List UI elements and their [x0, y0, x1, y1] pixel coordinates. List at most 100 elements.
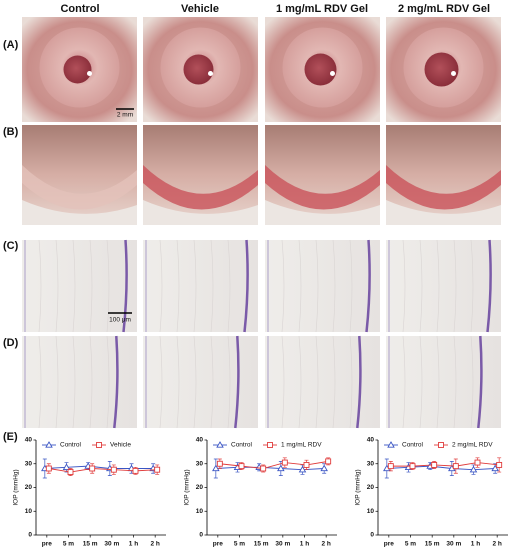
epithelium [113, 335, 119, 429]
marker [281, 459, 288, 466]
y-axis-label: IOP (mmHg) [13, 469, 20, 505]
x-tick-label: 2 h [321, 541, 330, 548]
panel-label: (C) [3, 240, 19, 252]
histology [386, 336, 501, 428]
lid-band [386, 165, 501, 210]
histology [143, 336, 258, 428]
fiber [210, 335, 214, 429]
marker [132, 467, 139, 474]
y-tick-label: 20 [367, 484, 375, 491]
marker [298, 465, 307, 473]
legend-label: 2 mg/mL RDV [452, 442, 493, 449]
y-tick-label: 40 [367, 437, 375, 444]
fiber [176, 335, 180, 429]
y-axis-label: IOP (mmHg) [355, 469, 362, 505]
marker [325, 458, 332, 465]
x-tick-label: 15 m [254, 541, 269, 548]
column-header: Vehicle [181, 3, 219, 15]
marker [277, 464, 285, 472]
fiber [72, 335, 76, 429]
fiber [89, 335, 93, 429]
marker [212, 464, 220, 472]
axes [35, 440, 166, 536]
fiber [315, 335, 319, 429]
y-tick-label: 0 [370, 532, 374, 539]
fiber [332, 239, 336, 333]
marker [320, 464, 328, 472]
axes [377, 440, 508, 536]
fiber [55, 335, 59, 429]
chart: Control 1 mg/mL RDV pre 5 m 15 m 30 m 1 h 2 h 0 1… [184, 437, 337, 548]
column-header: Control [60, 3, 99, 15]
marker [496, 461, 503, 468]
marker [303, 461, 310, 468]
fiber [453, 335, 457, 429]
histology [143, 240, 258, 332]
highlight [208, 71, 213, 76]
y-tick-label: 10 [196, 508, 204, 515]
fiber [470, 239, 474, 333]
epithelium [477, 335, 483, 429]
fiber [453, 239, 457, 333]
legend-label: 1 mg/mL RDV [281, 442, 322, 449]
x-tick-label: 15 m [83, 541, 98, 548]
fiber [419, 335, 423, 429]
fiber [402, 239, 406, 333]
histology [265, 336, 380, 428]
fiber [298, 239, 302, 333]
legend-label: Control [402, 442, 424, 449]
fiber [176, 239, 180, 333]
marker [45, 441, 53, 448]
fiber [281, 335, 285, 429]
chart: Control 2 mg/mL RDV pre 5 m 15 m 30 m 1 h 2 h 0 1… [355, 437, 508, 548]
fiber [332, 335, 336, 429]
panel-label: (A) [3, 39, 19, 51]
epithelium [356, 335, 362, 429]
x-tick-label: 30 m [104, 541, 119, 548]
histology [386, 240, 501, 332]
marker [387, 441, 395, 448]
y-tick-label: 10 [25, 508, 33, 515]
marker [62, 463, 71, 470]
y-axis-label: IOP (mmHg) [184, 469, 191, 505]
y-tick-label: 0 [199, 532, 203, 539]
y-tick-label: 20 [196, 484, 204, 491]
axes [206, 440, 337, 536]
x-tick-label: 5 m [63, 541, 74, 548]
lid-band [143, 165, 258, 210]
marker [216, 460, 223, 467]
pupil [304, 53, 337, 86]
lashes [143, 200, 258, 225]
marker [431, 461, 438, 468]
epithelium [486, 239, 492, 333]
x-tick-label: pre [213, 541, 224, 548]
marker [45, 465, 52, 472]
y-tick-label: 20 [25, 484, 33, 491]
x-tick-label: 30 m [446, 541, 461, 548]
x-tick-label: 5 m [234, 541, 245, 548]
fiber [210, 239, 214, 333]
marker [89, 465, 96, 472]
fiber [55, 239, 59, 333]
fiber [159, 335, 163, 429]
fiber [106, 335, 110, 429]
x-tick-label: 1 h [300, 541, 309, 548]
panel-label: (E) [3, 431, 18, 443]
x-tick-label: pre [384, 541, 395, 548]
marker [452, 463, 459, 470]
fiber [38, 239, 42, 333]
x-tick-label: 15 m [425, 541, 440, 548]
marker [469, 465, 478, 473]
lashes [22, 200, 137, 225]
lashes [386, 200, 501, 225]
y-tick-label: 40 [196, 437, 204, 444]
legend-label: Control [60, 442, 82, 449]
fiber [227, 239, 231, 333]
marker [216, 441, 224, 448]
fiber [38, 335, 42, 429]
series-line [386, 465, 496, 471]
marker [491, 464, 499, 472]
column-header: 2 mg/mL RDV Gel [398, 3, 490, 15]
y-tick-label: 10 [367, 508, 375, 515]
